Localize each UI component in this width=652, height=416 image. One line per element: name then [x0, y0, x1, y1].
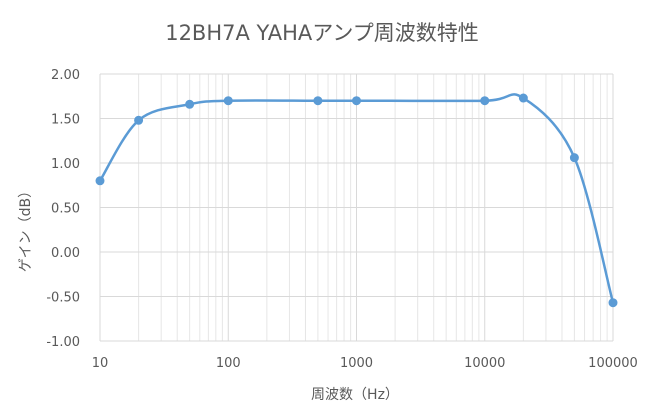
- y-axis-title: ゲイン（dB）: [18, 184, 34, 272]
- x-axis-tick-labels: 10 100 1000 10000 100000: [92, 356, 638, 371]
- data-point: [518, 93, 528, 103]
- data-point: [185, 99, 195, 109]
- chart-title: 12BH7A YAHAアンプ周波数特性: [165, 21, 479, 45]
- y-tick-label: 1.00: [51, 157, 80, 172]
- x-tick-label: 10: [92, 356, 109, 371]
- x-axis-title: 周波数（Hz）: [311, 387, 399, 403]
- y-tick-label: 0.50: [51, 202, 80, 217]
- y-tick-label: 2.00: [51, 68, 80, 83]
- data-point: [134, 115, 144, 125]
- data-point: [608, 298, 618, 308]
- x-tick-label: 100000: [588, 356, 638, 371]
- x-tick-label: 100: [216, 356, 241, 371]
- y-tick-label: -1.00: [46, 335, 80, 350]
- data-point: [352, 96, 361, 106]
- x-tick-label: 10000: [464, 356, 505, 371]
- y-tick-label: 0.00: [51, 246, 80, 261]
- y-tick-label: -0.50: [46, 291, 80, 306]
- x-tick-label: 1000: [340, 356, 373, 371]
- data-point: [223, 96, 233, 106]
- data-point: [480, 96, 490, 106]
- series-plot: [95, 93, 618, 308]
- data-point: [313, 96, 323, 106]
- y-axis-tick-labels: -1.00 -0.50 0.00 0.50 1.00 1.50 2.00: [46, 68, 80, 350]
- y-tick-label: 1.50: [51, 113, 80, 128]
- data-point: [95, 176, 105, 186]
- data-point: [569, 153, 579, 163]
- gridlines: [99, 73, 614, 342]
